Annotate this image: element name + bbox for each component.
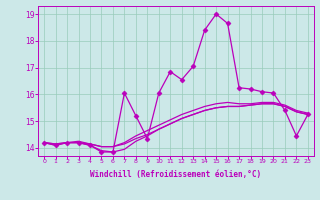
X-axis label: Windchill (Refroidissement éolien,°C): Windchill (Refroidissement éolien,°C) xyxy=(91,170,261,179)
